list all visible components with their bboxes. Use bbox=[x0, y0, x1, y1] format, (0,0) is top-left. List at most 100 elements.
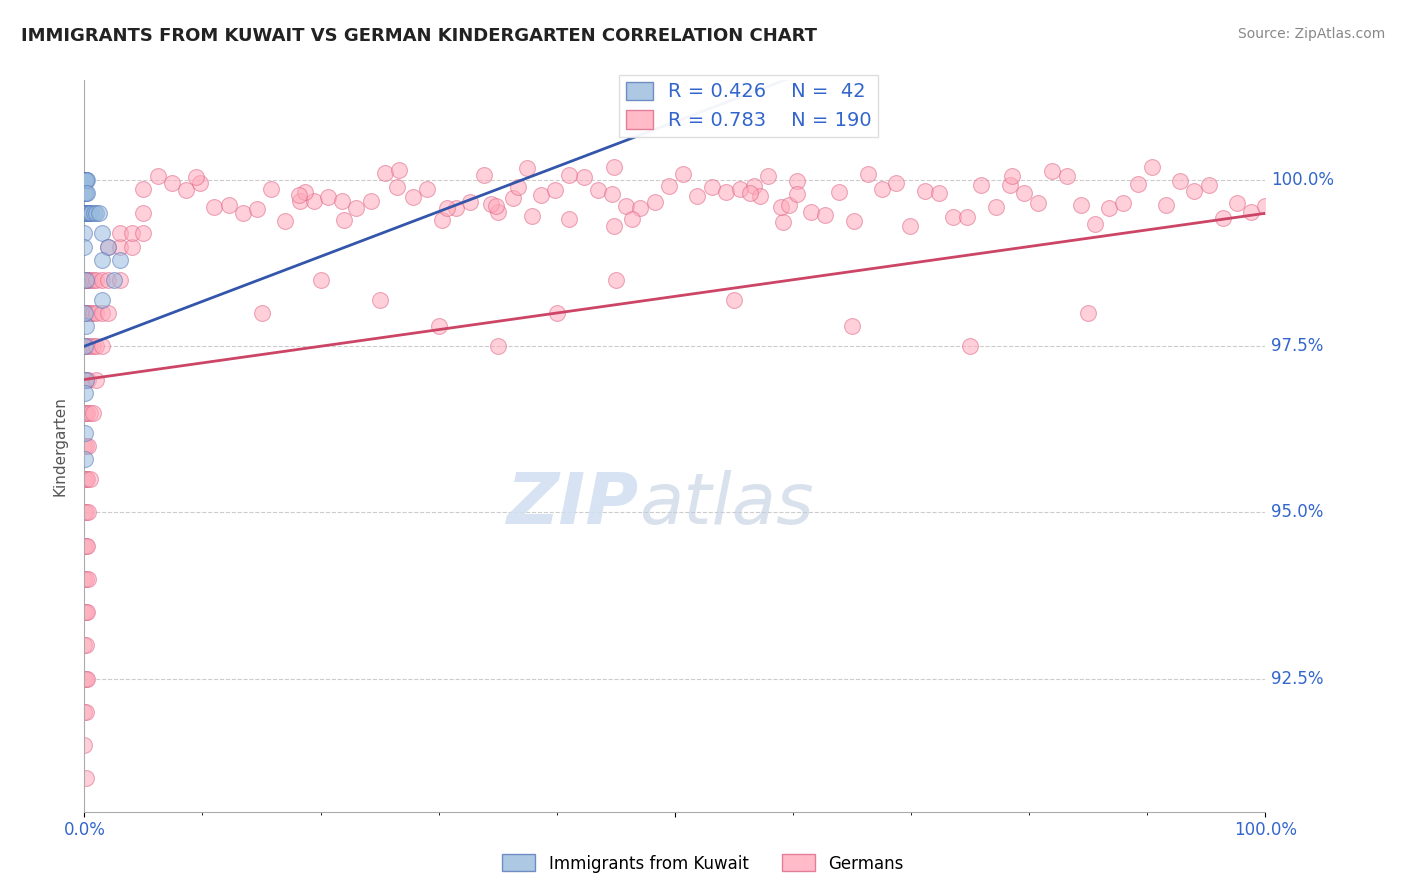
Point bbox=[73, 406, 96, 420]
Legend: R = 0.426    N =  42, R = 0.783    N = 190: R = 0.426 N = 42, R = 0.783 N = 190 bbox=[619, 75, 879, 136]
Point bbox=[76, 306, 98, 320]
Point bbox=[108, 239, 131, 253]
Point bbox=[232, 206, 254, 220]
Point bbox=[75, 273, 97, 287]
Point bbox=[1098, 202, 1121, 216]
Point bbox=[572, 170, 595, 185]
Point bbox=[73, 539, 96, 553]
Point bbox=[1126, 178, 1149, 192]
Text: 92.5%: 92.5% bbox=[1271, 670, 1324, 688]
Point bbox=[75, 672, 97, 686]
Point bbox=[75, 206, 97, 220]
Point bbox=[73, 186, 96, 201]
Point bbox=[76, 186, 98, 201]
Point bbox=[77, 206, 100, 220]
Point bbox=[75, 639, 97, 653]
Point bbox=[75, 372, 97, 386]
Point bbox=[83, 206, 105, 220]
Point bbox=[1240, 205, 1263, 219]
Point bbox=[75, 186, 97, 201]
Point bbox=[77, 206, 100, 220]
Text: 95.0%: 95.0% bbox=[1271, 503, 1323, 522]
Point bbox=[73, 372, 96, 386]
Point bbox=[672, 167, 695, 181]
Point bbox=[108, 226, 131, 240]
Point bbox=[841, 319, 863, 334]
Point bbox=[1084, 217, 1107, 231]
Point bbox=[75, 572, 97, 586]
Point bbox=[132, 206, 155, 220]
Point bbox=[79, 273, 101, 287]
Point bbox=[970, 178, 993, 192]
Point bbox=[756, 169, 779, 183]
Point bbox=[309, 273, 332, 287]
Point bbox=[1168, 174, 1191, 188]
Point bbox=[1254, 199, 1277, 213]
Point bbox=[73, 206, 96, 220]
Point bbox=[186, 169, 208, 184]
Point bbox=[76, 339, 98, 353]
Point bbox=[738, 186, 761, 201]
Text: 97.5%: 97.5% bbox=[1271, 337, 1323, 355]
Point bbox=[786, 174, 808, 188]
Point bbox=[73, 439, 96, 453]
Point bbox=[76, 472, 98, 486]
Point bbox=[121, 239, 143, 253]
Point bbox=[302, 194, 325, 208]
Point bbox=[1182, 184, 1205, 198]
Point bbox=[103, 273, 125, 287]
Point bbox=[77, 506, 100, 520]
Point bbox=[1140, 160, 1163, 174]
Point bbox=[260, 182, 283, 196]
Point bbox=[870, 182, 893, 196]
Point bbox=[82, 273, 104, 287]
Point bbox=[75, 173, 97, 187]
Point bbox=[1040, 164, 1063, 178]
Point bbox=[73, 506, 96, 520]
Point bbox=[121, 226, 143, 240]
Point bbox=[728, 182, 751, 196]
Point bbox=[108, 273, 131, 287]
Point bbox=[346, 201, 368, 215]
Point bbox=[250, 306, 273, 320]
Point bbox=[586, 184, 609, 198]
Point bbox=[1001, 169, 1024, 183]
Point bbox=[479, 196, 502, 211]
Point bbox=[385, 179, 408, 194]
Point bbox=[516, 161, 538, 175]
Point bbox=[218, 198, 240, 212]
Point bbox=[1212, 211, 1234, 225]
Point bbox=[769, 200, 792, 214]
Point bbox=[77, 273, 100, 287]
Point bbox=[76, 406, 98, 420]
Point bbox=[91, 252, 114, 267]
Point bbox=[73, 605, 96, 619]
Point bbox=[108, 252, 131, 267]
Point bbox=[73, 173, 96, 187]
Text: 100.0%: 100.0% bbox=[1271, 171, 1334, 189]
Point bbox=[91, 293, 114, 307]
Point bbox=[749, 189, 772, 203]
Point bbox=[374, 166, 396, 180]
Point bbox=[330, 194, 353, 208]
Point bbox=[800, 205, 823, 219]
Text: atlas: atlas bbox=[640, 470, 814, 539]
Point bbox=[73, 572, 96, 586]
Point bbox=[288, 188, 311, 202]
Point bbox=[620, 211, 643, 226]
Point bbox=[73, 173, 96, 187]
Point bbox=[75, 372, 97, 386]
Point bbox=[77, 572, 100, 586]
Point bbox=[786, 186, 808, 201]
Point bbox=[508, 180, 530, 194]
Point bbox=[75, 772, 97, 786]
Point bbox=[436, 201, 458, 215]
Point bbox=[84, 339, 107, 353]
Point bbox=[87, 206, 110, 220]
Point bbox=[75, 339, 97, 353]
Point bbox=[132, 181, 155, 195]
Point bbox=[898, 219, 921, 233]
Point bbox=[82, 406, 104, 420]
Point bbox=[614, 199, 637, 213]
Point bbox=[644, 194, 666, 209]
